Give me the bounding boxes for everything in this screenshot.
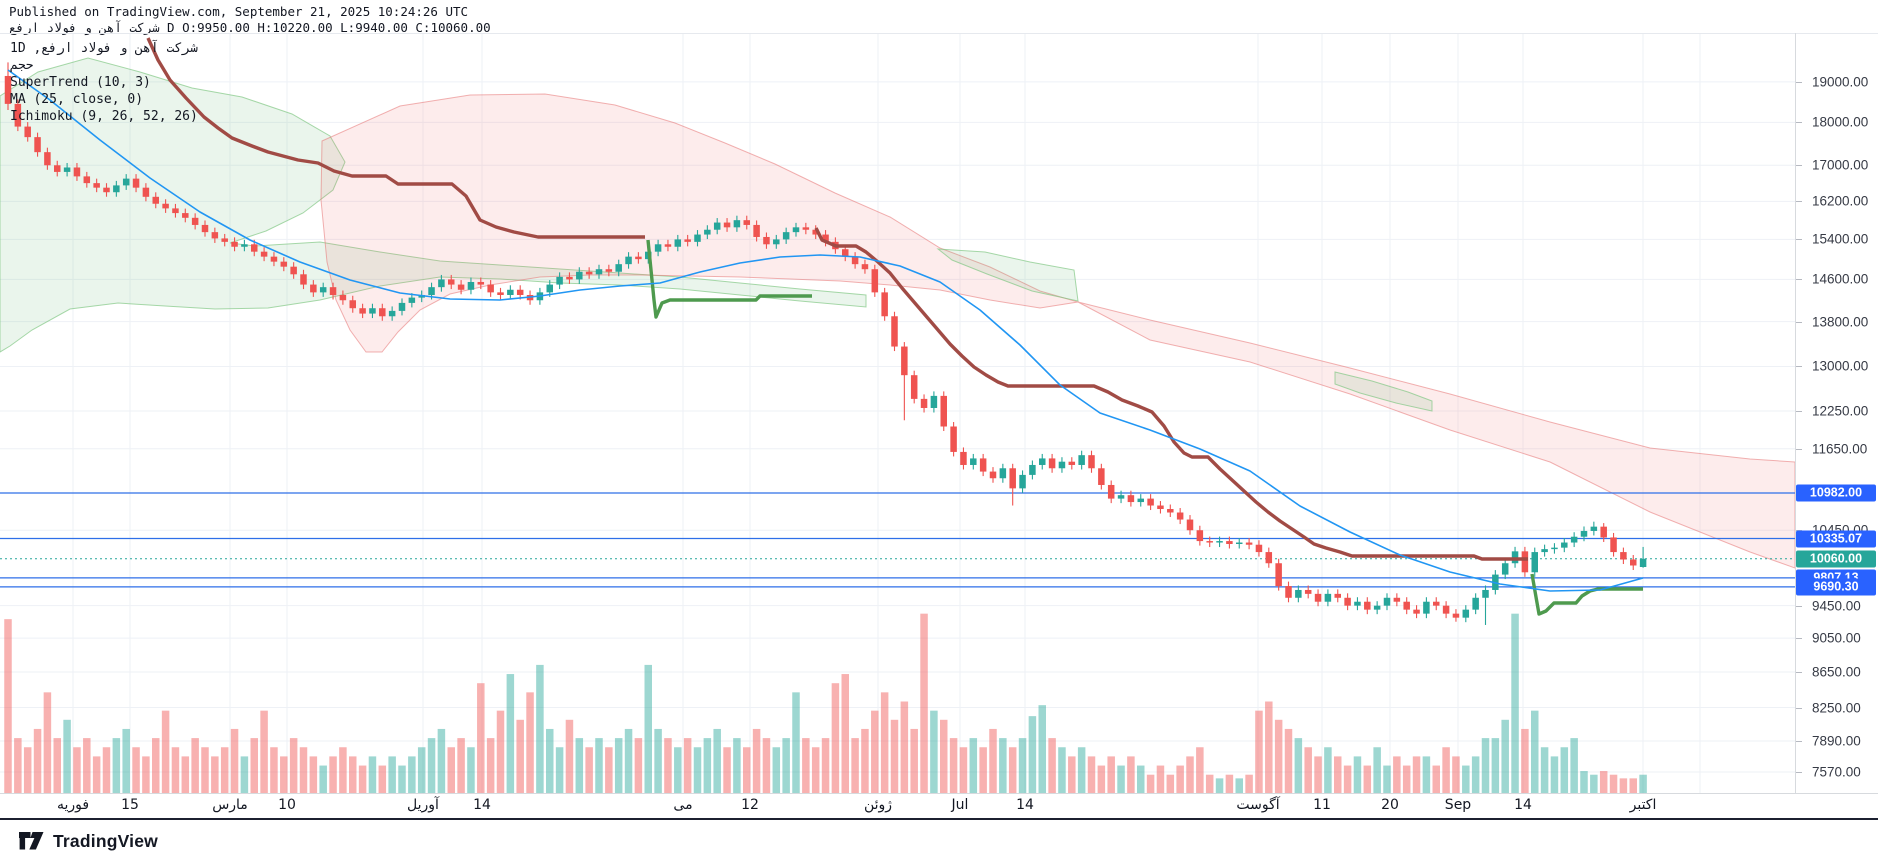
footer: TradingView — [18, 828, 158, 854]
time-axis-label: 14 — [1016, 797, 1034, 813]
price-axis-tick — [1796, 772, 1802, 774]
price-axis-tick — [1796, 165, 1802, 167]
time-axis-label: می — [673, 797, 693, 813]
price-axis-border — [1795, 33, 1796, 793]
time-axis-label: آوریل — [407, 797, 439, 813]
tradingview-logo-icon — [19, 832, 44, 850]
price-axis-label: 12250.00 — [1812, 403, 1869, 419]
price-axis-label: 7570.00 — [1812, 764, 1861, 780]
time-axis-border — [0, 793, 1878, 794]
time-axis-label: Jul — [951, 797, 969, 813]
time-axis-label: 10 — [278, 797, 296, 813]
ichimoku-cloud — [0, 57, 1795, 569]
chart-pane[interactable] — [0, 33, 1795, 793]
time-axis-label: 11 — [1313, 797, 1331, 813]
time-axis-label: فوریه — [56, 797, 90, 813]
symbol-name: شرکت آهن و فولاد ارفع — [9, 20, 160, 35]
time-axis-label: 12 — [741, 797, 759, 813]
grid — [0, 33, 1795, 793]
legend-symbol-row[interactable]: شرکت آهن و فولاد ارفع, 1D — [10, 40, 198, 57]
price-axis-label: 19000.00 — [1812, 74, 1869, 90]
price-axis-label: 8250.00 — [1812, 700, 1861, 716]
legend-symbol-text: شرکت آهن و فولاد ارفع, 1D — [10, 41, 198, 56]
tradingview-brand-text: TradingView — [53, 830, 158, 851]
price-axis-tick — [1796, 321, 1802, 323]
time-axis-label: 20 — [1381, 797, 1399, 813]
price-axis-label: 9050.00 — [1812, 630, 1861, 646]
ohlc-values: O:9950.00 H:10220.00 L:9940.00 C:10060.0… — [182, 20, 491, 35]
timeframe-label: D — [167, 20, 175, 35]
price-axis-tick — [1796, 411, 1802, 413]
pane-top-border — [0, 33, 1878, 34]
price-axis-label: 7890.00 — [1812, 733, 1861, 749]
price-axis-tick — [1796, 448, 1802, 450]
time-axis-label: 14 — [473, 797, 491, 813]
price-axis-label: 18000.00 — [1812, 114, 1869, 130]
price-axis-label: 17000.00 — [1812, 157, 1869, 173]
time-axis-label: مارس — [212, 797, 248, 813]
price-axis-tick — [1796, 605, 1802, 607]
last-price-badge[interactable]: 10060.00 — [1796, 550, 1876, 568]
price-axis-label: 14600.00 — [1812, 271, 1869, 287]
price-axis-label: 13800.00 — [1812, 314, 1869, 330]
horizontal-level-lines[interactable] — [0, 492, 1795, 588]
price-axis-label: 11650.00 — [1812, 441, 1868, 457]
legend-volume-text: حجم — [10, 58, 34, 73]
price-axis-label: 13000.00 — [1812, 358, 1869, 374]
legend-ichimoku-row[interactable]: Ichimoku (9, 26, 52, 26) — [10, 109, 198, 124]
legend-volume-row[interactable]: حجم — [10, 57, 198, 74]
price-axis-tick — [1796, 366, 1802, 368]
legend-ma-row[interactable]: MA (25, close, 0) — [10, 92, 144, 107]
price-axis-tick — [1796, 279, 1802, 281]
ma25-line — [7, 69, 1644, 592]
price-axis-tick — [1796, 707, 1802, 709]
time-axis-label: Sep — [1444, 797, 1472, 813]
price-axis-tick — [1796, 672, 1802, 673]
chart-bottom-frame — [0, 818, 1878, 820]
price-level-badge[interactable]: 9690.30 — [1796, 578, 1876, 596]
price-axis-tick — [1796, 122, 1802, 124]
price-axis-tick — [1796, 740, 1802, 742]
price-axis-tick — [1796, 81, 1802, 83]
published-timestamp: Published on TradingView.com, September … — [9, 4, 469, 19]
chart-legend: شرکت آهن و فولاد ارفع, 1D حجم SuperTrend… — [10, 40, 198, 125]
price-level-badge[interactable]: 10982.00 — [1796, 484, 1876, 502]
price-level-badge[interactable]: 10335.07 — [1796, 530, 1876, 548]
price-axis-label: 15400.00 — [1812, 231, 1869, 247]
price-axis-tick — [1796, 201, 1802, 203]
symbol-ohlc-line: شرکت آهن و فولاد ارفع D O:9950.00 H:1022… — [9, 20, 491, 35]
volume-series — [4, 613, 1647, 793]
price-axis-tick — [1796, 638, 1802, 640]
price-axis-label: 16200.00 — [1812, 193, 1869, 209]
supertrend-line — [146, 37, 1643, 616]
time-axis-label: آگوست — [1236, 797, 1280, 813]
time-axis-label: 15 — [121, 797, 139, 813]
price-axis-label: 8650.00 — [1812, 664, 1861, 680]
price-axis-tick — [1796, 239, 1802, 241]
time-axis-label: اکتبر — [1629, 797, 1657, 813]
time-axis-label: ژوئن — [863, 797, 893, 813]
time-axis-label: 14 — [1514, 797, 1532, 813]
legend-supertrend-row[interactable]: SuperTrend (10, 3) — [10, 75, 151, 90]
price-axis-label: 9450.00 — [1812, 598, 1861, 614]
